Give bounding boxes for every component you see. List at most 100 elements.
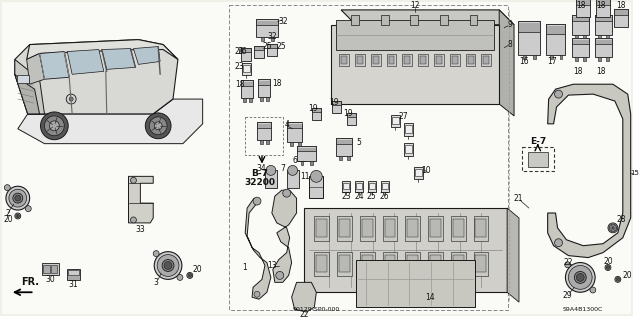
Bar bbox=[606, 57, 609, 62]
Bar bbox=[595, 15, 612, 35]
Bar bbox=[242, 63, 251, 75]
Text: 20: 20 bbox=[193, 265, 202, 274]
Bar bbox=[614, 9, 628, 27]
Bar bbox=[430, 219, 441, 237]
Polygon shape bbox=[292, 282, 316, 312]
Bar bbox=[583, 57, 586, 62]
Bar bbox=[68, 271, 79, 275]
Circle shape bbox=[145, 113, 171, 139]
Bar bbox=[466, 55, 476, 66]
Text: 31: 31 bbox=[68, 280, 78, 289]
Text: 18: 18 bbox=[577, 2, 586, 11]
Bar bbox=[260, 97, 263, 101]
Bar bbox=[428, 252, 443, 276]
Bar bbox=[572, 15, 589, 35]
Bar bbox=[452, 219, 463, 237]
Bar bbox=[332, 101, 341, 113]
Bar bbox=[229, 5, 508, 310]
Bar bbox=[392, 115, 401, 127]
Bar bbox=[381, 183, 387, 189]
Text: 25: 25 bbox=[367, 192, 376, 201]
Bar bbox=[316, 219, 327, 237]
Bar bbox=[451, 252, 466, 276]
Polygon shape bbox=[507, 208, 519, 302]
Bar bbox=[450, 55, 460, 66]
Text: 20: 20 bbox=[3, 215, 13, 225]
Bar bbox=[287, 122, 303, 142]
Bar bbox=[606, 35, 609, 39]
Text: 22: 22 bbox=[564, 258, 573, 267]
Bar bbox=[369, 183, 374, 189]
Bar bbox=[405, 216, 420, 241]
Bar bbox=[546, 24, 566, 56]
Bar bbox=[468, 56, 474, 64]
Bar bbox=[314, 252, 329, 276]
Text: 18: 18 bbox=[573, 67, 583, 76]
Bar bbox=[385, 255, 396, 272]
Text: 18: 18 bbox=[596, 67, 606, 76]
Bar bbox=[17, 75, 29, 83]
Bar bbox=[260, 140, 263, 144]
Bar bbox=[575, 35, 579, 39]
Circle shape bbox=[287, 166, 298, 175]
Polygon shape bbox=[67, 49, 104, 74]
Circle shape bbox=[590, 287, 596, 293]
Bar bbox=[336, 138, 352, 144]
Circle shape bbox=[40, 112, 68, 140]
Bar bbox=[387, 55, 396, 66]
Bar bbox=[258, 79, 270, 85]
Text: E-7: E-7 bbox=[530, 137, 546, 146]
Bar bbox=[383, 216, 397, 241]
Bar bbox=[383, 252, 397, 276]
Bar bbox=[451, 216, 466, 241]
Circle shape bbox=[157, 255, 179, 276]
Bar bbox=[351, 15, 359, 25]
Bar bbox=[528, 152, 548, 167]
Polygon shape bbox=[548, 84, 630, 257]
Bar bbox=[314, 216, 329, 241]
Circle shape bbox=[4, 185, 10, 191]
Bar bbox=[339, 255, 350, 272]
Bar bbox=[522, 147, 554, 171]
Bar bbox=[42, 263, 60, 275]
Circle shape bbox=[266, 166, 276, 175]
Text: 18: 18 bbox=[236, 80, 245, 89]
Bar bbox=[254, 46, 264, 49]
Bar bbox=[261, 37, 264, 41]
Bar bbox=[312, 108, 321, 120]
Bar bbox=[336, 138, 352, 156]
Circle shape bbox=[153, 251, 159, 256]
Text: 33: 33 bbox=[136, 225, 145, 234]
Bar bbox=[258, 79, 270, 97]
Circle shape bbox=[66, 94, 76, 104]
Bar bbox=[343, 183, 349, 189]
Text: 18: 18 bbox=[596, 2, 606, 11]
Bar bbox=[572, 38, 589, 44]
Bar bbox=[337, 216, 352, 241]
Circle shape bbox=[131, 217, 136, 223]
Text: 29: 29 bbox=[563, 291, 572, 300]
Circle shape bbox=[154, 252, 182, 279]
Bar bbox=[332, 101, 341, 105]
Bar bbox=[575, 57, 579, 62]
Bar bbox=[452, 255, 463, 272]
Bar bbox=[371, 55, 381, 66]
Bar bbox=[310, 161, 314, 166]
Circle shape bbox=[608, 223, 618, 233]
Text: 12: 12 bbox=[410, 2, 420, 11]
Bar bbox=[476, 255, 486, 272]
Text: 13: 13 bbox=[267, 261, 276, 270]
Polygon shape bbox=[15, 74, 40, 114]
Bar bbox=[595, 38, 612, 44]
Circle shape bbox=[283, 189, 291, 197]
Bar bbox=[388, 56, 394, 64]
Bar bbox=[420, 56, 426, 64]
Text: 16: 16 bbox=[519, 57, 529, 66]
Bar bbox=[598, 57, 601, 62]
Text: 27: 27 bbox=[399, 112, 408, 122]
Bar bbox=[298, 142, 301, 146]
Text: 19: 19 bbox=[308, 105, 318, 114]
Circle shape bbox=[276, 271, 284, 279]
Bar bbox=[355, 55, 365, 66]
Bar bbox=[405, 145, 412, 152]
